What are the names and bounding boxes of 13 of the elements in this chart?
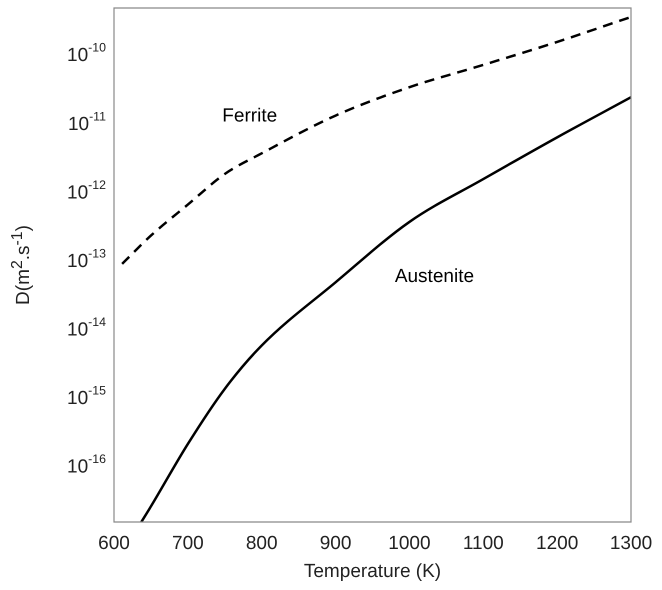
x-tick-label: 1200	[536, 533, 578, 554]
series-label: Austenite	[394, 266, 474, 288]
x-tick-label: 1100	[462, 533, 504, 554]
x-tick-label: 1300	[610, 533, 652, 554]
x-tick-label: 600	[98, 533, 130, 554]
x-tick-label: 900	[320, 533, 352, 554]
series-label: Ferrite	[222, 106, 278, 127]
x-axis-title: Temperature (K)	[304, 561, 442, 582]
x-tick-label: 800	[246, 533, 278, 554]
x-tick-label: 700	[172, 533, 204, 554]
line-series	[120, 16, 631, 266]
line-series	[140, 96, 631, 522]
x-tick-label: 1000	[388, 533, 431, 554]
